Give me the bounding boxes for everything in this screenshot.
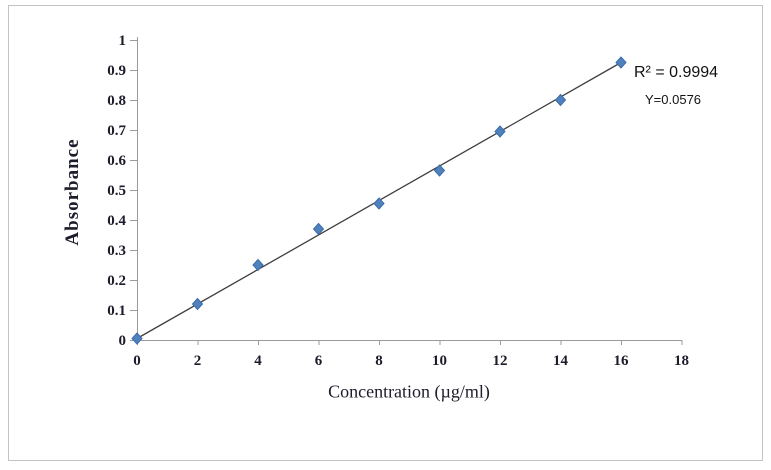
data-point-marker [615,56,627,69]
x-tick-label: 6 [315,353,323,369]
y-axis-title: Absorbance [62,138,83,246]
data-point-marker [373,197,385,210]
y-tick-label: 0.1 [107,303,126,319]
x-tick-label: 2 [194,353,202,369]
x-tick-label: 16 [614,353,630,369]
data-point-marker [191,297,204,311]
y-tick-label: 0.7 [107,123,126,139]
x-tick-label: 8 [375,353,383,369]
y-tick-label: 0.9 [107,63,126,79]
data-point-marker [131,332,143,345]
x-tick-label: 0 [133,353,141,369]
y-tick-label: 0.3 [107,243,126,259]
figure-border [8,5,763,461]
equation-annotation: Y=0.0576 [645,92,702,107]
x-tick-label: 12 [493,353,508,369]
data-point-marker [494,125,506,138]
data-point-marker [433,164,446,177]
y-tick-label: 0.6 [107,153,126,169]
data-point-marker [252,258,264,272]
y-tick-label: 1 [119,33,127,49]
y-tick-label: 0 [119,333,127,349]
data-point-marker [312,222,325,236]
r-squared-annotation: R² = 0.9994 [634,64,719,81]
y-tick-label: 0.4 [107,213,126,229]
x-tick-label: 10 [432,353,447,369]
x-axis-title: Concentration (µg/ml) [328,381,490,402]
y-tick-label: 0.2 [107,273,126,289]
x-tick-label: 4 [254,353,262,369]
y-tick-label: 0.5 [107,183,126,199]
x-tick-label: 14 [553,353,569,369]
x-tick-label: 18 [674,353,689,369]
y-tick-label: 0.8 [107,93,126,109]
data-point-marker [554,93,567,107]
